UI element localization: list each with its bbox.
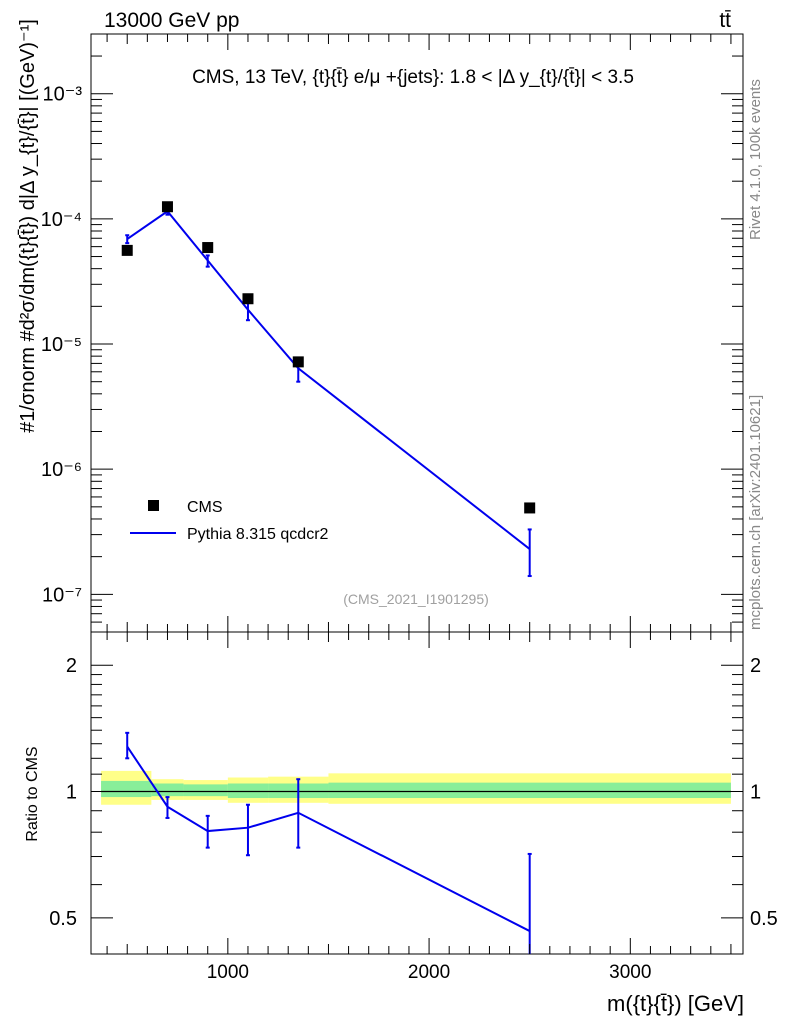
pythia-series-line bbox=[126, 209, 531, 550]
main-plot-layer bbox=[121, 201, 536, 578]
ratio-y-tick-label: 1 bbox=[66, 782, 77, 804]
y-tick-label: 10⁻⁵ bbox=[41, 334, 82, 356]
header-process-label: tt̄ bbox=[719, 9, 731, 32]
ratio-y-tick-label: 0.5 bbox=[49, 908, 77, 930]
ratio-y-tick-label-right: 0.5 bbox=[750, 908, 778, 930]
ratio-y-tick-label-right: 1 bbox=[750, 782, 761, 804]
y-tick-label: 10⁻⁷ bbox=[42, 584, 82, 606]
y-tick-label: 10⁻⁶ bbox=[41, 459, 82, 481]
mcplots-url-label: mcplots.cern.ch [arXiv:2401.10621] bbox=[747, 395, 764, 630]
ratio-band-inner bbox=[227, 783, 269, 799]
header-energy-label: 13000 GeV pp bbox=[104, 9, 239, 32]
x-tick-label: 3000 bbox=[609, 962, 651, 983]
analysis-watermark: (CMS_2021_I1901295) bbox=[343, 591, 489, 607]
y-tick-label: 10⁻³ bbox=[43, 84, 83, 106]
legend-cms-label: CMS bbox=[187, 499, 223, 516]
cms-data-point bbox=[202, 242, 214, 254]
ratio-y-tick-label: 2 bbox=[66, 655, 77, 677]
legend: CMS Pythia 8.315 qcdcr2 bbox=[130, 499, 329, 543]
ratio-band-inner bbox=[328, 782, 731, 799]
x-axis-label: m({t}{t̄}) [GeV] bbox=[607, 991, 744, 1016]
ratio-y-axis-label: Ratio to CMS bbox=[24, 746, 41, 841]
ratio-band-inner bbox=[183, 784, 228, 797]
cms-data-point bbox=[242, 293, 254, 305]
ratio-pythia-line bbox=[126, 745, 531, 932]
legend-pythia-label: Pythia 8.315 qcdcr2 bbox=[187, 526, 329, 543]
ratio-band-inner bbox=[101, 780, 152, 798]
ratio-y-tick-label-right: 2 bbox=[750, 655, 761, 677]
y-tick-label: 10⁻⁴ bbox=[41, 209, 82, 231]
cms-data-point bbox=[121, 244, 133, 256]
ratio-panel-frame bbox=[90, 631, 744, 955]
cms-data-point bbox=[161, 201, 173, 213]
x-tick-label: 1000 bbox=[207, 962, 249, 983]
rivet-label: Rivet 4.1.0, 100k events bbox=[747, 79, 764, 240]
ratio-plot-layer bbox=[101, 731, 731, 954]
legend-cms-marker bbox=[148, 500, 159, 511]
x-tick-label: 2000 bbox=[408, 962, 450, 983]
chart-title: CMS, 13 TeV, {t}{t̄} e/μ +{jets}: 1.8 < … bbox=[192, 67, 634, 88]
axis-layer: 1000 2000 3000 10⁻³ 10⁻⁴ 10⁻⁵ 10⁻⁶ 10⁻⁷ 2 2 1 1 0.5 0… bbox=[41, 33, 778, 983]
cms-data-point bbox=[524, 502, 536, 514]
main-y-axis-label: #1/σnorm #d²σ/dm({t}{t̄}) d|Δ y_{t}/{t̄}… bbox=[17, 19, 39, 433]
cms-data-point bbox=[292, 356, 304, 368]
